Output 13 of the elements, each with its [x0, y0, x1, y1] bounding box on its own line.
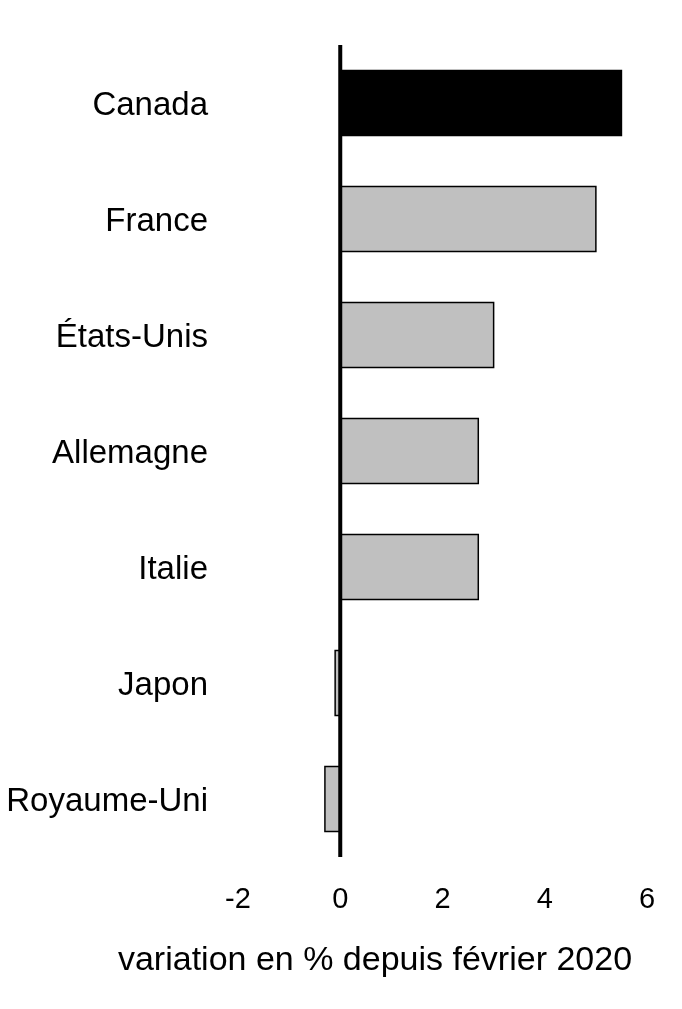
x-tick-label: 6	[638, 881, 656, 914]
y-tick-label: Italie	[138, 548, 208, 586]
x-axis-title: variation en % depuis février 2020	[117, 939, 633, 977]
x-tick-label: 0	[332, 881, 349, 914]
x-tick-label: 4	[536, 881, 553, 914]
y-tick-label: États-Unis	[55, 316, 208, 354]
y-tick-label: Allemagne	[52, 432, 208, 470]
y-tick-label: Canada	[92, 84, 209, 122]
y-tick-label: Royaume-Uni	[6, 780, 208, 818]
x-tick-label: 2	[434, 881, 451, 914]
y-tick-label: Japon	[118, 664, 208, 702]
x-tick-label: -2	[225, 881, 251, 914]
y-tick-label: France	[105, 200, 208, 238]
